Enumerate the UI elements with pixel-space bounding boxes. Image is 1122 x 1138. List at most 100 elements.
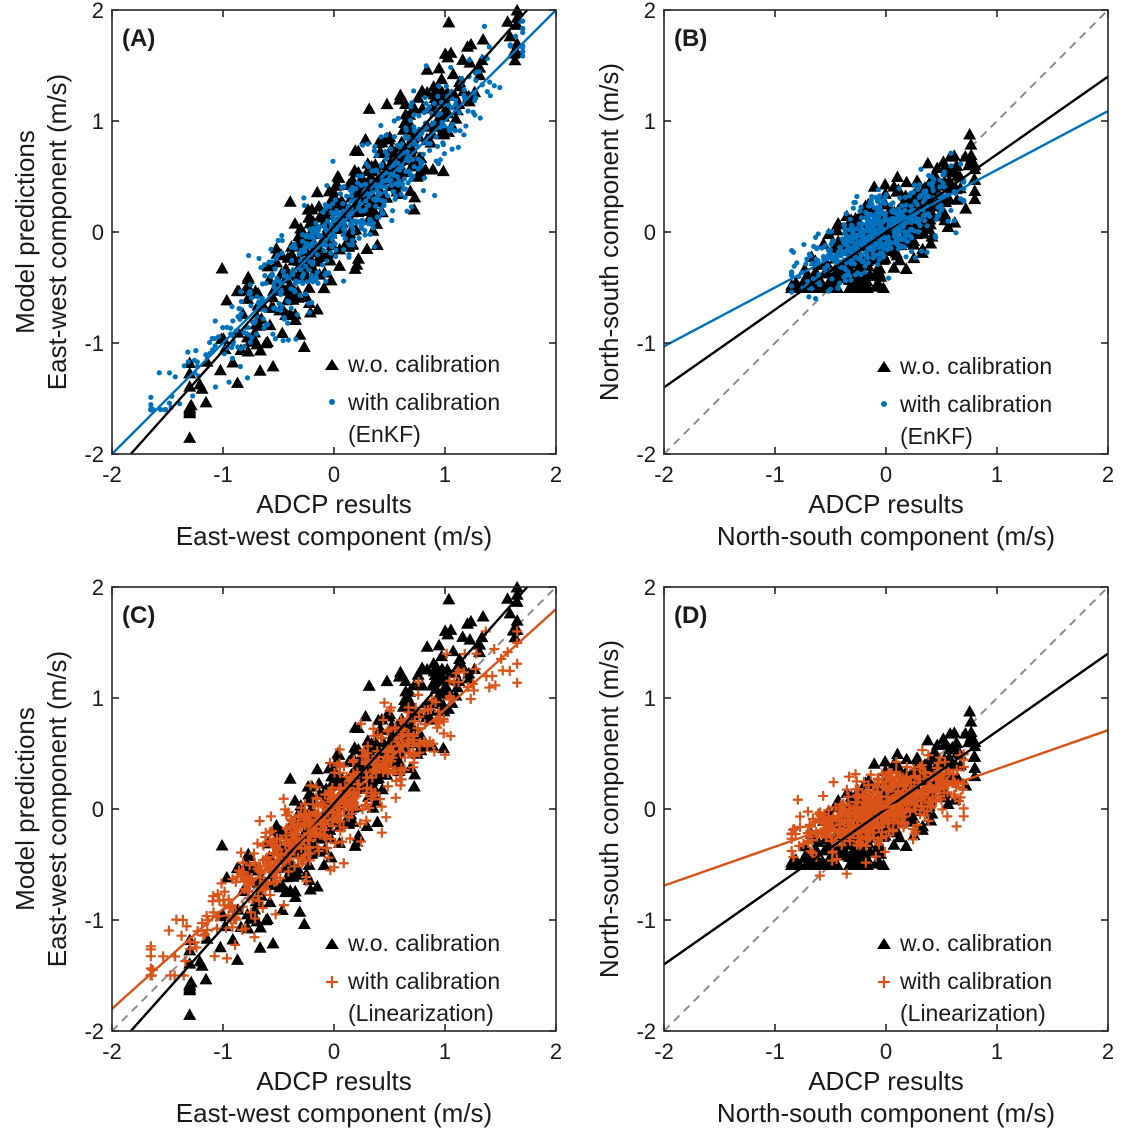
plus-point	[512, 626, 523, 637]
dot-point	[789, 247, 795, 254]
dot-point	[258, 264, 264, 271]
dot-point	[901, 229, 908, 235]
dot-point	[247, 288, 253, 295]
plus-point	[307, 799, 318, 810]
dot-point	[804, 278, 810, 284]
y-axis-label: Model predictions	[10, 130, 40, 334]
triangle-point	[241, 345, 255, 357]
dot-point	[832, 256, 838, 263]
plus-point	[950, 792, 961, 803]
plus-point	[325, 865, 336, 876]
y-tick-label: 2	[92, 575, 104, 600]
dot-point	[238, 311, 244, 317]
triangle-point	[510, 588, 524, 600]
triangle-point	[283, 884, 297, 896]
y-tick-label: -2	[84, 442, 104, 467]
dot-point	[297, 292, 303, 298]
dot-point	[924, 249, 930, 255]
dot-point	[446, 102, 452, 108]
dot-point	[853, 254, 859, 260]
triangle-point	[403, 685, 417, 697]
dot-point	[256, 255, 262, 262]
dot-point	[293, 245, 299, 251]
plus-point	[289, 861, 300, 872]
dot-point	[262, 307, 268, 313]
dot-point	[908, 248, 915, 254]
triangle-point	[787, 858, 801, 870]
dot-point	[248, 295, 255, 301]
x-tick-label: 2	[550, 1039, 562, 1064]
dot-point	[847, 216, 853, 222]
dot-point	[473, 95, 479, 101]
triangle-point	[351, 721, 365, 734]
triangle-point	[941, 220, 955, 232]
dot-point	[953, 230, 959, 236]
dot-point	[850, 205, 856, 211]
plus-point	[202, 924, 213, 935]
dot-point	[822, 265, 828, 272]
plus-point	[863, 780, 874, 791]
dot-point	[958, 161, 964, 167]
plus-point	[429, 746, 440, 757]
triangle-point	[425, 679, 439, 691]
triangle-point	[380, 674, 394, 687]
plus-point	[357, 750, 368, 761]
dot-point	[299, 274, 305, 280]
dot-point	[285, 337, 291, 343]
triangle-point	[442, 15, 456, 28]
dot-point	[320, 209, 326, 215]
plus-point	[390, 792, 401, 803]
panel-b: -2 -1 0 1 2 -2 -1 0 1 2 (B) w.o. calibration with…	[594, 0, 1114, 551]
dot-point	[854, 226, 860, 232]
plus-point	[254, 896, 265, 907]
plus-point	[453, 677, 464, 688]
dot-point	[319, 262, 326, 268]
dot-point	[413, 142, 420, 148]
y-axis-label: Model predictions	[10, 707, 40, 911]
triangle-point	[963, 705, 977, 717]
dot-point	[856, 221, 862, 227]
triangle-point	[867, 757, 881, 769]
dot-point	[294, 312, 300, 318]
plus-point	[937, 804, 948, 815]
dot-point	[383, 184, 389, 190]
x-tick-label: 0	[880, 1039, 892, 1064]
dot-point	[895, 211, 901, 218]
panel-label: (B)	[674, 25, 707, 52]
x-tick-label: -2	[102, 462, 122, 487]
dot-point	[177, 401, 183, 407]
dot-point	[441, 151, 448, 157]
dot-point	[940, 172, 946, 178]
plus-point	[828, 777, 839, 788]
dot-point	[226, 379, 232, 385]
plus-point	[293, 852, 304, 863]
dot-point	[896, 185, 902, 192]
dot-point	[163, 407, 169, 413]
triangle-point	[924, 236, 938, 249]
dot-point	[338, 185, 345, 191]
dot-point	[332, 197, 338, 203]
dot-point	[301, 202, 307, 208]
dot-point	[427, 147, 433, 154]
plus-point	[944, 767, 955, 778]
dot-point	[191, 357, 198, 363]
dot-point	[236, 306, 242, 312]
plus-point	[862, 834, 873, 845]
triangle-point	[291, 291, 305, 303]
plus-point	[512, 658, 523, 669]
triangle-point	[456, 630, 470, 642]
y-tick-label: 1	[92, 109, 104, 134]
triangle-point	[850, 273, 864, 285]
dot-point	[390, 208, 396, 214]
plus-point	[419, 737, 430, 748]
dot-point	[912, 199, 918, 205]
dot-point	[259, 281, 266, 287]
dot-point	[374, 214, 380, 220]
dot-point	[835, 285, 841, 292]
plus-point	[313, 846, 324, 857]
dot-point	[274, 277, 280, 284]
dot-point	[849, 222, 855, 228]
triangle-point	[890, 170, 904, 183]
legend-marker-dot	[329, 399, 335, 405]
dot-point	[391, 118, 397, 124]
